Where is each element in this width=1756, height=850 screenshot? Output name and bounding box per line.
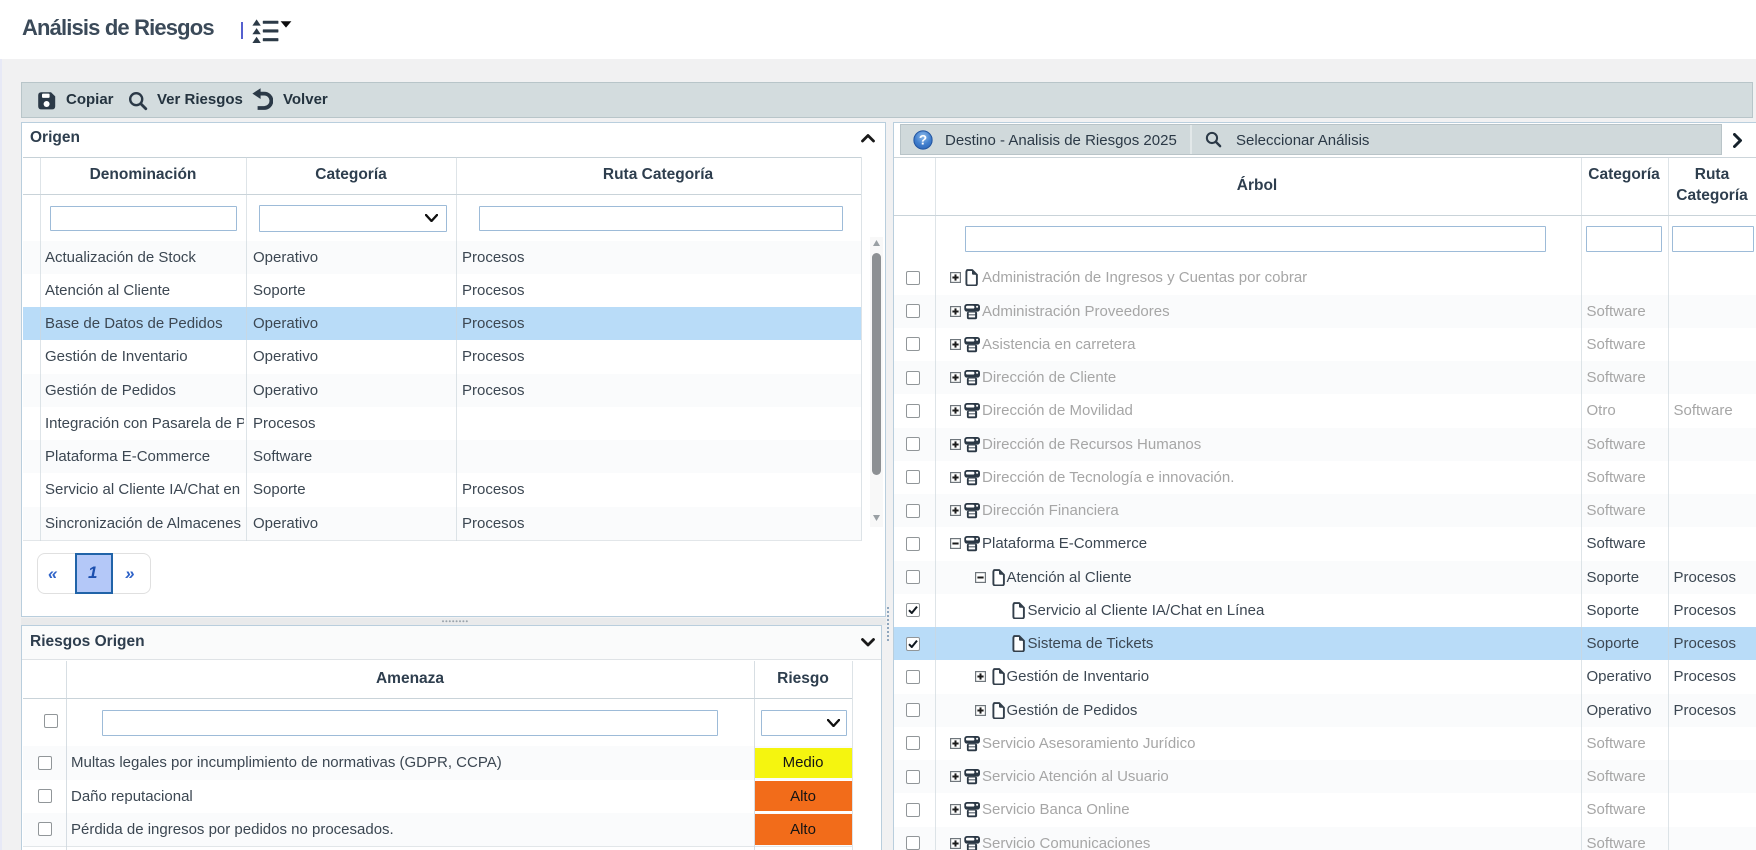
svg-text:?: ? — [919, 132, 927, 147]
